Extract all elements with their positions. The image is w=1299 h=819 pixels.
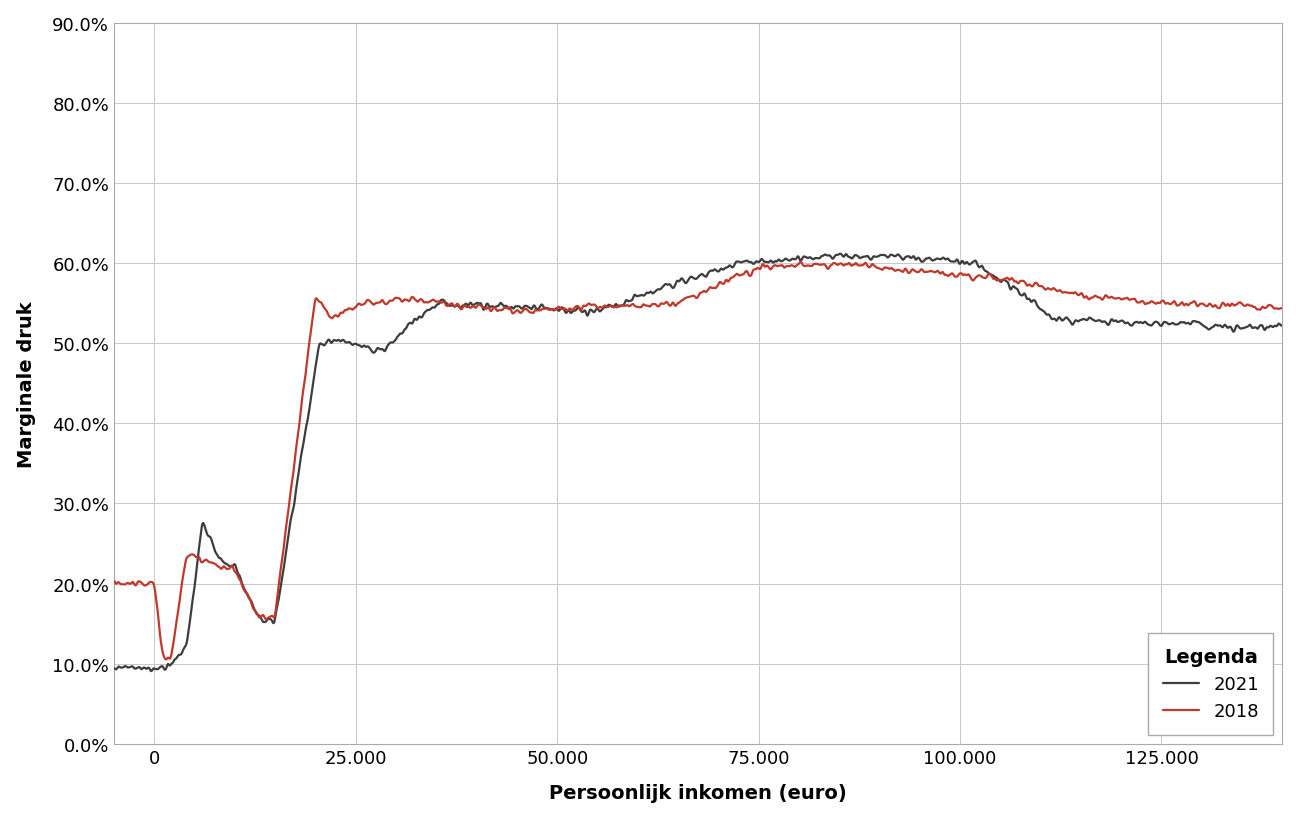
- Y-axis label: Marginale druk: Marginale druk: [17, 301, 35, 467]
- X-axis label: Persoonlijk inkomen (euro): Persoonlijk inkomen (euro): [549, 784, 847, 803]
- Legend: 2021, 2018: 2021, 2018: [1148, 633, 1273, 735]
- Line: 2018: 2018: [114, 262, 1282, 659]
- 2018: [605, 303, 621, 313]
- Line: 2021: 2021: [114, 255, 1282, 672]
- 2021: [240, 590, 256, 600]
- 2021: [555, 303, 570, 313]
- 2018: [792, 257, 808, 267]
- 2021: [107, 663, 122, 673]
- 2021: [309, 353, 325, 363]
- 2021: [1252, 321, 1268, 331]
- 2021: [1126, 319, 1142, 328]
- 2018: [107, 577, 122, 586]
- 2018: [309, 295, 325, 305]
- 2018: [158, 654, 174, 664]
- 2021: [605, 302, 621, 312]
- 2018: [240, 590, 256, 600]
- 2021: [143, 667, 158, 676]
- 2021: [1274, 321, 1290, 331]
- 2018: [1126, 294, 1142, 304]
- 2018: [1274, 304, 1290, 314]
- 2021: [833, 250, 848, 260]
- 2018: [555, 305, 570, 314]
- 2018: [1252, 305, 1268, 315]
